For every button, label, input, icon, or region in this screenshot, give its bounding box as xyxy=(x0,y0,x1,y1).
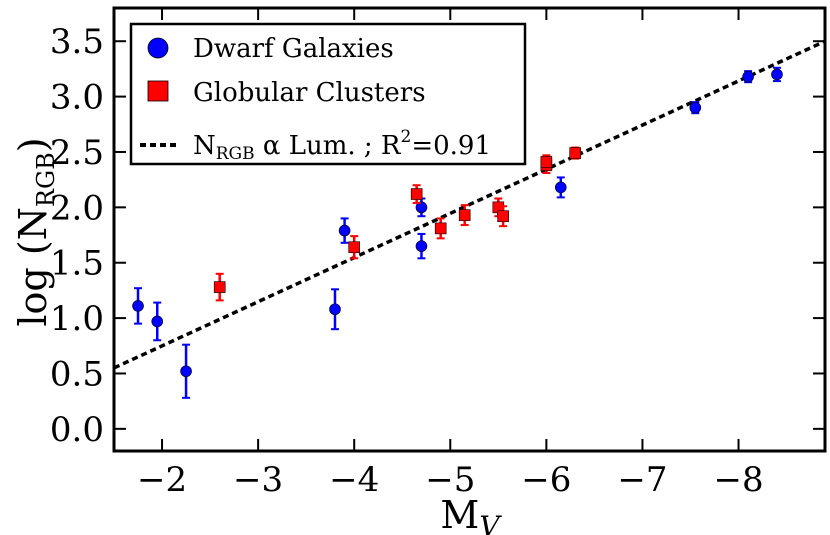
x-tick-label: −4 xyxy=(329,460,379,500)
legend-marker-globular-clusters xyxy=(147,80,169,102)
data-point xyxy=(689,101,702,115)
legend-label-dwarf-galaxies: Dwarf Galaxies xyxy=(193,34,394,64)
data-point xyxy=(213,272,226,302)
legend-marker-dwarf-galaxies xyxy=(147,37,169,59)
data-point xyxy=(329,288,341,331)
data-point xyxy=(151,301,164,342)
x-tick-label: −3 xyxy=(233,460,283,500)
y-tick-label: 1.5 xyxy=(50,244,104,284)
data-point xyxy=(458,204,471,227)
point-marker xyxy=(689,101,702,114)
x-axis-title-sub: V xyxy=(479,510,502,535)
legend-box xyxy=(129,22,527,166)
y-axis-title-end: ) xyxy=(11,137,55,152)
data-point xyxy=(132,287,144,325)
point-marker xyxy=(348,241,361,254)
data-point xyxy=(771,66,783,83)
fit-label-main: N xyxy=(193,131,216,161)
data-point xyxy=(554,176,567,199)
y-axis-title-main: log (N xyxy=(11,207,55,327)
x-tick-label: −8 xyxy=(713,460,763,500)
plot-area xyxy=(113,39,826,399)
plot-frame xyxy=(112,6,827,453)
point-marker xyxy=(180,365,192,378)
y-tick-label: 1.0 xyxy=(50,299,104,339)
point-marker xyxy=(329,303,341,316)
point-marker xyxy=(213,281,226,293)
data-point xyxy=(415,232,428,260)
data-point xyxy=(348,235,361,260)
y-tick-label: 2.5 xyxy=(50,133,104,173)
point-marker xyxy=(415,240,428,252)
fit-label-rest: α Lum. ; R xyxy=(255,131,402,161)
point-marker xyxy=(771,68,783,81)
point-marker xyxy=(540,156,553,168)
y-tick-label: 0.0 xyxy=(50,410,104,450)
point-marker xyxy=(132,300,144,312)
legend-label-globular-clusters: Globular Clusters xyxy=(193,78,426,108)
point-marker xyxy=(410,188,423,200)
x-tick-label: −2 xyxy=(137,460,187,500)
axis-ticks: −2 −3 −4 −5 −6 −7 −8 0.0 0.5 1.0 1.5 2.0 2.5 3.0 3.5 xyxy=(50,8,825,500)
point-marker xyxy=(151,315,164,328)
point-marker xyxy=(338,224,351,237)
data-point xyxy=(540,154,553,170)
x-tick-label: −6 xyxy=(521,460,571,500)
data-point xyxy=(415,197,428,218)
x-axis-title-main: M xyxy=(440,493,479,535)
y-tick-label: 2.0 xyxy=(50,188,104,228)
point-marker xyxy=(497,210,509,223)
fit-label-sub: RGB xyxy=(216,144,255,164)
data-point xyxy=(434,217,447,240)
x-tick-label: −5 xyxy=(425,460,475,500)
data-point xyxy=(742,70,754,84)
x-tick-label: −7 xyxy=(617,460,667,500)
data-point xyxy=(338,217,351,244)
y-tick-label: 3.5 xyxy=(50,22,104,62)
data-point xyxy=(569,146,581,160)
fit-label-end: =0.91 xyxy=(411,131,491,161)
legend-label-fit-line: NRGB α Lum. ; R2=0.91 xyxy=(193,127,491,164)
point-marker xyxy=(434,222,447,235)
point-marker xyxy=(554,181,567,194)
fit-line xyxy=(113,39,826,370)
data-point xyxy=(180,343,192,399)
data-point xyxy=(410,184,423,204)
y-tick-label: 0.5 xyxy=(50,354,104,394)
y-tick-label: 3.0 xyxy=(50,78,104,118)
point-marker xyxy=(569,147,581,159)
x-axis-title: MV xyxy=(440,493,502,535)
data-point xyxy=(497,205,509,228)
y-axis-title-sub: RGB xyxy=(32,152,60,207)
legend: Dwarf Galaxies Globular Clusters NRGB α … xyxy=(129,22,527,166)
y-axis-title: log (NRGB) xyxy=(11,137,60,326)
fit-label-sup: 2 xyxy=(401,127,412,147)
point-marker xyxy=(742,70,754,83)
point-marker xyxy=(415,201,428,214)
point-marker xyxy=(458,209,471,221)
